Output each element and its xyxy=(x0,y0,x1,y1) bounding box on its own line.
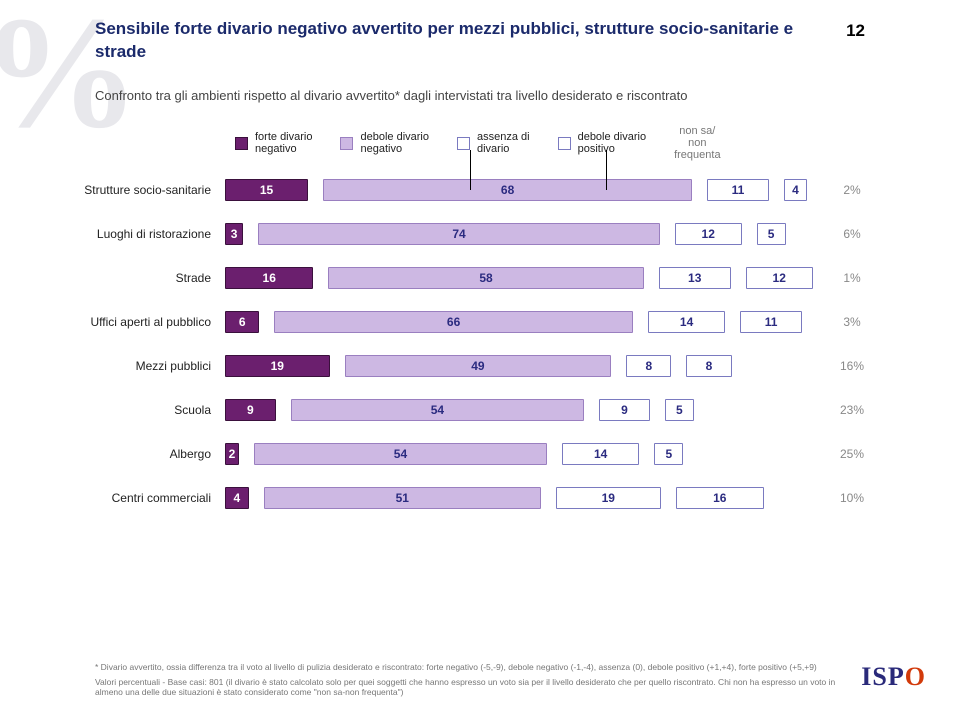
chart-row: Scuola9549523% xyxy=(0,395,880,425)
bar-segment: 5 xyxy=(757,223,786,245)
legend-label: assenza di divario xyxy=(477,131,530,155)
chart-row: Albergo2 54 14 5 25% xyxy=(0,439,880,469)
chart-row: Uffici aperti al pubblico66614113% xyxy=(0,307,880,337)
bar-segment: 9 xyxy=(225,399,276,421)
legend-item: assenza di divario xyxy=(457,131,530,155)
bar-segment: 2 xyxy=(225,443,239,465)
page-number: 12 xyxy=(826,18,865,64)
bar-segment: 14 xyxy=(562,443,639,465)
chart-row: Strade16 58 13 12 1% xyxy=(0,263,880,293)
header: Sensibile forte divario negativo avverti… xyxy=(0,0,960,64)
bar-segment: 9 xyxy=(599,399,650,421)
legend-label: forte divario negativo xyxy=(255,131,312,155)
bar-segment: 12 xyxy=(746,267,813,289)
row-tail-value: 3% xyxy=(818,315,880,329)
legend-label: debole divario positivo xyxy=(578,131,647,155)
bar-track: 95495 xyxy=(225,399,818,421)
legend-swatch xyxy=(558,137,571,150)
bar-segment: 4 xyxy=(784,179,808,201)
bar-segment: 8 xyxy=(686,355,731,377)
stacked-bar-chart: Strutture socio-sanitarie15681142%Luoghi… xyxy=(0,175,960,513)
legend-item: non sa/ non frequenta xyxy=(674,125,720,161)
bar-segment: 11 xyxy=(707,179,768,201)
legend-label: debole divario negativo xyxy=(360,131,429,155)
row-label: Strade xyxy=(0,271,225,285)
bar-segment: 6 xyxy=(225,311,259,333)
bar-segment: 54 xyxy=(254,443,547,465)
bar-segment: 49 xyxy=(345,355,612,377)
row-tail-value: 25% xyxy=(818,447,880,461)
legend-item: forte divario negativo xyxy=(235,131,312,155)
bar-track: 15 68 11 4 xyxy=(225,179,818,201)
row-label: Scuola xyxy=(0,403,225,417)
legend-swatch xyxy=(340,137,353,150)
bar-track: 19 49 88 xyxy=(225,355,818,377)
bar-segment: 51 xyxy=(264,487,541,509)
row-tail-value: 1% xyxy=(818,271,880,285)
bar-track: 2 54 14 5 xyxy=(225,443,818,465)
row-label: Albergo xyxy=(0,447,225,461)
bar-segment: 14 xyxy=(648,311,726,333)
bar-segment: 3 xyxy=(225,223,243,245)
bar-filler xyxy=(683,443,818,465)
row-tail-value: 6% xyxy=(818,227,880,241)
row-label: Luoghi di ristorazione xyxy=(0,227,225,241)
bar-filler xyxy=(786,223,818,245)
subtitle: Confronto tra gli ambienti rispetto al d… xyxy=(0,64,960,103)
row-label: Mezzi pubblici xyxy=(0,359,225,373)
footnote-2: Valori percentuali - Base casi: 801 (il … xyxy=(95,677,855,698)
chart-row: Luoghi di ristorazione3 74 12 5 6% xyxy=(0,219,880,249)
bar-track: 4 51 19 16 xyxy=(225,487,818,509)
bar-filler xyxy=(807,179,818,201)
row-label: Centri commerciali xyxy=(0,491,225,505)
bar-segment: 54 xyxy=(291,399,585,421)
chart-legend: forte divario negativo debole divario neg… xyxy=(0,125,960,161)
bar-segment: 5 xyxy=(665,399,694,421)
legend-swatch xyxy=(457,137,470,150)
row-label: Strutture socio-sanitarie xyxy=(0,183,225,197)
row-tail-value: 23% xyxy=(818,403,880,417)
bar-track: 6661411 xyxy=(225,311,818,333)
bar-segment: 15 xyxy=(225,179,308,201)
bar-segment: 8 xyxy=(626,355,671,377)
legend-label: non sa/ non frequenta xyxy=(674,125,720,161)
legend-item: debole divario negativo xyxy=(340,131,429,155)
bar-segment: 4 xyxy=(225,487,249,509)
bar-filler xyxy=(813,267,818,289)
row-tail-value: 10% xyxy=(818,491,880,505)
bar-segment: 16 xyxy=(225,267,313,289)
chart-row: Strutture socio-sanitarie15 68 11 4 2% xyxy=(0,175,880,205)
legend-swatch xyxy=(235,137,248,150)
bar-filler xyxy=(732,355,818,377)
row-label: Uffici aperti al pubblico xyxy=(0,315,225,329)
bar-segment: 13 xyxy=(659,267,731,289)
bar-segment: 11 xyxy=(740,311,801,333)
bar-track: 16 58 13 12 xyxy=(225,267,818,289)
row-tail-value: 16% xyxy=(818,359,880,373)
bar-filler xyxy=(764,487,818,509)
footnote-1: * Divario avvertito, ossia differenza tr… xyxy=(95,662,855,673)
bar-segment: 19 xyxy=(556,487,661,509)
page-title: Sensibile forte divario negativo avverti… xyxy=(95,18,826,64)
bar-filler xyxy=(802,311,818,333)
bar-segment: 68 xyxy=(323,179,692,201)
bar-segment: 12 xyxy=(675,223,742,245)
bar-segment: 16 xyxy=(676,487,764,509)
bar-segment: 5 xyxy=(654,443,683,465)
chart-row: Centri commerciali4 51 19 16 10% xyxy=(0,483,880,513)
bar-segment: 66 xyxy=(274,311,632,333)
footnotes: * Divario avvertito, ossia differenza tr… xyxy=(95,662,855,698)
bar-segment: 58 xyxy=(328,267,643,289)
bar-track: 3 74 12 5 xyxy=(225,223,818,245)
legend-item: debole divario positivo xyxy=(558,131,647,155)
chart-row: Mezzi pubblici19 49 88 16% xyxy=(0,351,880,381)
row-tail-value: 2% xyxy=(818,183,880,197)
logo: ISPO xyxy=(861,662,926,692)
bar-filler xyxy=(694,399,818,421)
bar-segment: 19 xyxy=(225,355,330,377)
bar-segment: 74 xyxy=(258,223,660,245)
